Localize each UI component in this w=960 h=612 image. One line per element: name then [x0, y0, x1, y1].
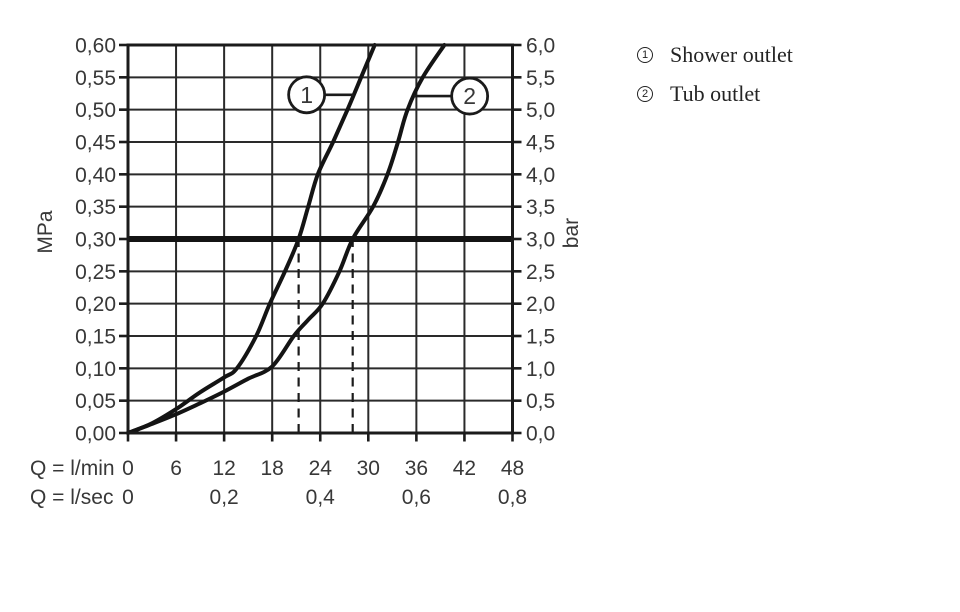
x-tick-label-lsec: 0,4	[306, 486, 336, 509]
x-tick-label-lsec: 0,6	[402, 486, 431, 509]
y-right-tick-label: 2,5	[526, 261, 555, 284]
y-left-tick-label: 0,00	[75, 423, 116, 446]
callout-circle-1	[287, 75, 327, 115]
x-axis-unit-lsec: Q = l/sec	[30, 486, 113, 509]
y-left-tick-label: 0,40	[75, 164, 116, 187]
tick-labels-layer: 0,000,050,100,150,200,250,300,350,400,45…	[75, 35, 555, 510]
x-tick-label-lsec: 0,8	[498, 486, 527, 509]
y-right-tick-label: 5,5	[526, 67, 555, 90]
y-left-tick-label: 0,15	[75, 326, 116, 349]
x-tick-label-lsec: 0,2	[210, 486, 239, 509]
y-right-tick-label: 5,0	[526, 99, 555, 122]
reference-lines-layer	[127, 236, 514, 433]
callout-number-2: 2	[463, 83, 476, 109]
y-left-tick-label: 0,30	[75, 229, 116, 252]
y-right-tick-label: 0,5	[526, 390, 555, 413]
x-tick-label-lmin: 0	[122, 457, 134, 480]
y-right-tick-label: 4,5	[526, 132, 555, 155]
y-right-tick-label: 6,0	[526, 35, 555, 58]
y-left-tick-label: 0,50	[75, 99, 116, 122]
y-right-axis-unit: bar	[560, 218, 583, 248]
x-tick-label-lmin: 24	[309, 457, 333, 480]
y-left-tick-label: 0,10	[75, 358, 116, 381]
y-left-axis-unit: MPa	[34, 210, 57, 254]
curves-layer	[126, 43, 447, 435]
y-left-tick-label: 0,55	[75, 67, 116, 90]
y-left-tick-label: 0,60	[75, 35, 116, 58]
legend-item-shower-outlet: 1 Shower outlet	[637, 42, 793, 68]
y-left-tick-label: 0,45	[75, 132, 116, 155]
x-tick-label-lmin: 12	[212, 457, 235, 480]
legend-symbol-2-icon: 2	[637, 86, 653, 102]
y-left-tick-label: 0,20	[75, 293, 116, 316]
y-left-tick-label: 0,25	[75, 261, 116, 284]
y-right-tick-label: 2,0	[526, 293, 555, 316]
curve-tub-outlet	[126, 43, 447, 435]
ticks-layer	[119, 43, 522, 442]
legend-symbol-1-icon: 1	[637, 47, 653, 63]
x-tick-label-lmin: 36	[405, 457, 428, 480]
y-right-tick-label: 0,0	[526, 423, 555, 446]
legend: 1 Shower outlet 2 Tub outlet	[637, 42, 793, 107]
y-left-tick-label: 0,05	[75, 390, 116, 413]
legend-label-shower-outlet: Shower outlet	[670, 42, 793, 67]
x-tick-label-lmin: 18	[261, 457, 284, 480]
curve-shower-outlet	[126, 43, 377, 435]
x-tick-label-lmin: 42	[453, 457, 476, 480]
x-tick-label-lsec: 0	[122, 486, 134, 509]
legend-item-tub-outlet: 2 Tub outlet	[637, 81, 793, 107]
y-right-tick-label: 3,0	[526, 229, 555, 252]
y-right-tick-label: 3,5	[526, 196, 555, 219]
y-right-tick-label: 4,0	[526, 164, 555, 187]
y-right-tick-label: 1,0	[526, 358, 555, 381]
y-right-tick-label: 1,5	[526, 326, 555, 349]
callout-number-1: 1	[300, 82, 313, 108]
y-left-tick-label: 0,35	[75, 196, 116, 219]
callout-circle-2	[450, 76, 490, 116]
x-axis-unit-lmin: Q = l/min	[30, 457, 115, 480]
legend-label-tub-outlet: Tub outlet	[670, 81, 761, 106]
x-tick-label-lmin: 48	[501, 457, 524, 480]
x-tick-label-lmin: 30	[357, 457, 380, 480]
x-tick-label-lmin: 6	[170, 457, 182, 480]
